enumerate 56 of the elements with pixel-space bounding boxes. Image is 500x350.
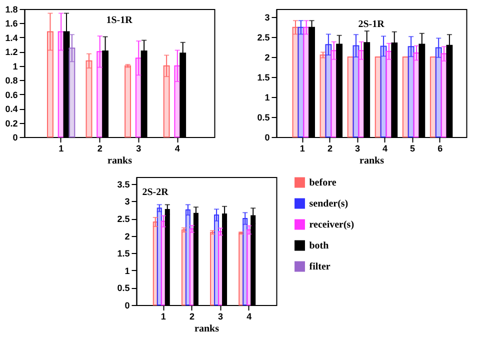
bar	[163, 65, 170, 138]
x-tick-label: 6	[438, 144, 443, 154]
x-tick-label: 2	[97, 144, 102, 154]
x-tick-label: 5	[410, 144, 416, 154]
y-tick-label: 1.2	[5, 47, 18, 58]
y-tick-label: 2	[264, 52, 270, 62]
legend-label: sender(s)	[309, 198, 348, 210]
y-tick-label: 1.5	[117, 248, 130, 259]
legend-label: both	[309, 240, 330, 252]
x-tick-label: 3	[136, 144, 142, 154]
y-tick-label: 0.5	[257, 112, 270, 122]
x-tick-label: 1	[300, 144, 305, 154]
y-tick-label: 1	[264, 92, 270, 102]
y-tick-label: 1	[12, 61, 18, 72]
bar	[68, 48, 76, 138]
x-tick-label: 3	[218, 312, 224, 322]
y-tick-label: 0.6	[5, 90, 18, 100]
y-tick-label: 0	[264, 132, 270, 142]
x-tick-label: 2	[327, 144, 332, 154]
bar	[86, 60, 92, 138]
x-tick-label: 3	[354, 144, 360, 154]
x-tick-label: 1	[160, 312, 166, 322]
y-tick-label: 0.8	[5, 76, 18, 86]
text: 2S-2R	[142, 187, 170, 198]
x-axis-title: ranks	[194, 324, 220, 334]
text: 2S-1R	[358, 19, 386, 30]
x-tick-label: 4	[246, 312, 252, 322]
y-tick-label: 0.2	[5, 118, 18, 128]
y-tick-label: 1	[124, 266, 130, 276]
x-axis-title: ranks	[108, 156, 132, 166]
y-tick-label: 0	[12, 132, 18, 142]
y-tick-label: 3	[264, 12, 270, 22]
x-axis-title: ranks	[360, 156, 384, 166]
bar	[124, 65, 131, 138]
y-tick-label: 1.5	[257, 72, 270, 82]
y-tick-label: 0	[124, 300, 130, 310]
y-tick-label: 1.8	[5, 4, 18, 14]
x-tick-label: 2	[189, 312, 194, 322]
legend-label: before	[309, 178, 337, 188]
bar	[164, 209, 170, 306]
y-tick-label: 0.4	[5, 104, 18, 114]
y-tick-label: 2	[124, 231, 130, 242]
bar	[47, 31, 54, 138]
x-tick-label: 4	[382, 144, 388, 154]
y-tick-label: 2.5	[257, 32, 270, 42]
legend-label: filter	[309, 262, 331, 272]
text: 1S-1R	[106, 15, 134, 26]
x-tick-label: 1	[58, 144, 64, 154]
y-tick-label: 0.5	[117, 283, 130, 294]
y-tick-label: 3.5	[117, 179, 130, 190]
y-tick-label: 1.4	[5, 32, 18, 43]
y-tick-label: 3	[124, 196, 130, 207]
y-tick-label: 2.5	[117, 214, 130, 224]
legend-label: receiver(s)	[309, 220, 354, 230]
x-tick-label: 4	[174, 144, 180, 154]
y-tick-label: 1.6	[5, 18, 18, 29]
